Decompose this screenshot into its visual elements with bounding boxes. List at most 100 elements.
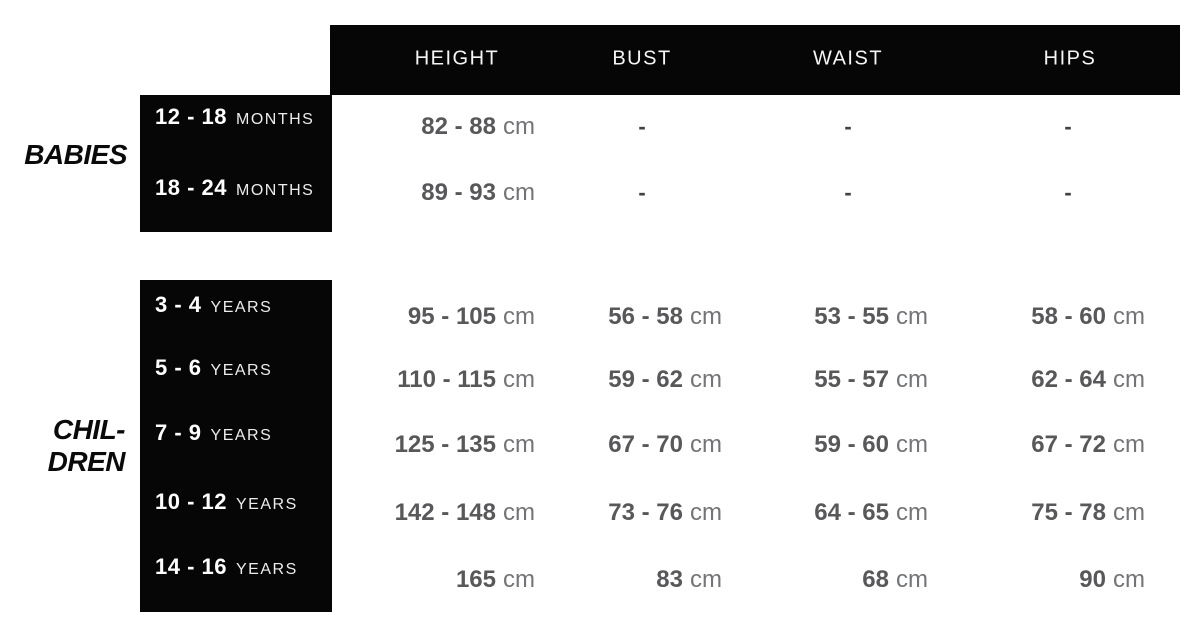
height-value: 82 - 88 cm <box>325 113 535 141</box>
value-number: 89 - 93 <box>421 179 496 206</box>
age-range: 3 - 4 <box>155 292 202 317</box>
age-range: 7 - 9 <box>155 420 202 445</box>
height-value: 95 - 105 cm <box>325 303 535 331</box>
children-section-title: CHIL- DREN <box>0 414 126 478</box>
column-header-bust: BUST <box>612 47 672 70</box>
children-age-row: 7 - 9 YEARS <box>155 420 272 446</box>
value-number: 142 - 148 <box>394 499 496 526</box>
hips-value: 58 - 60 cm <box>935 303 1145 331</box>
value-number: 90 <box>1079 566 1106 593</box>
babies-age-row: 18 - 24 MONTHS <box>155 175 314 201</box>
value-number: 58 - 60 <box>1031 303 1106 330</box>
hips-value: 90 cm <box>935 566 1145 594</box>
age-unit-label: YEARS <box>210 362 273 379</box>
age-unit-label: YEARS <box>236 496 298 513</box>
value-number: 68 <box>862 566 889 593</box>
height-value: 165 cm <box>325 566 535 594</box>
value-unit: cm <box>896 366 928 393</box>
children-age-row: 3 - 4 YEARS <box>155 292 272 318</box>
value-unit: cm <box>690 566 722 593</box>
age-range: 12 - 18 <box>155 104 227 129</box>
column-header-waist: WAIST <box>812 47 884 70</box>
hips-value: 62 - 64 cm <box>935 366 1145 394</box>
waist-value: 53 - 55 cm <box>718 303 928 331</box>
children-age-row: 14 - 16 YEARS <box>155 554 298 580</box>
children-title-line-2: DREN <box>47 446 126 477</box>
height-value: 110 - 115 cm <box>325 366 535 394</box>
value-unit: cm <box>503 431 535 458</box>
value-unit: cm <box>503 499 535 526</box>
value-number: 53 - 55 <box>814 303 889 330</box>
age-unit-label: YEARS <box>210 427 273 444</box>
age-unit-label: YEARS <box>236 561 298 578</box>
age-unit-label: MONTHS <box>236 182 315 199</box>
value-number: 95 - 105 <box>407 303 496 330</box>
value-unit: cm <box>1113 566 1145 593</box>
value-unit: cm <box>1113 431 1145 458</box>
bust-value: 83 cm <box>512 566 722 594</box>
hips-value: 67 - 72 cm <box>935 431 1145 459</box>
value-number: 82 - 88 <box>421 113 496 140</box>
value-unit: cm <box>690 303 722 330</box>
value-unit: cm <box>896 303 928 330</box>
value-unit: cm <box>690 499 722 526</box>
value-number: 83 <box>656 566 683 593</box>
age-unit-label: YEARS <box>210 299 273 316</box>
value-number: 165 <box>455 566 496 593</box>
waist-value: 55 - 57 cm <box>718 366 928 394</box>
height-value: 142 - 148 cm <box>325 499 535 527</box>
value-unit: cm <box>503 366 535 393</box>
bust-dash: - <box>638 114 646 139</box>
age-range: 10 - 12 <box>155 489 227 514</box>
babies-age-row: 12 - 18 MONTHS <box>155 104 314 130</box>
value-number: 55 - 57 <box>814 366 889 393</box>
value-unit: cm <box>896 499 928 526</box>
age-range: 18 - 24 <box>155 175 227 200</box>
bust-value: 59 - 62 cm <box>512 366 722 394</box>
value-unit: cm <box>690 431 722 458</box>
bust-value: 73 - 76 cm <box>512 499 722 527</box>
age-range: 14 - 16 <box>155 554 227 579</box>
value-unit: cm <box>503 113 535 140</box>
children-age-box <box>140 280 332 612</box>
column-header-hips: HIPS <box>1043 47 1097 70</box>
waist-value: 68 cm <box>718 566 928 594</box>
hips-value: 75 - 78 cm <box>935 499 1145 527</box>
waist-value: 64 - 65 cm <box>718 499 928 527</box>
height-value: 89 - 93 cm <box>325 179 535 207</box>
value-unit: cm <box>690 366 722 393</box>
bust-value: 67 - 70 cm <box>512 431 722 459</box>
babies-section-title: BABIES <box>24 139 127 170</box>
value-number: 62 - 64 <box>1031 366 1106 393</box>
value-unit: cm <box>1113 366 1145 393</box>
value-unit: cm <box>503 566 535 593</box>
bust-value: 56 - 58 cm <box>512 303 722 331</box>
value-number: 67 - 70 <box>608 431 683 458</box>
waist-value: 59 - 60 cm <box>718 431 928 459</box>
value-unit: cm <box>896 431 928 458</box>
waist-dash: - <box>844 114 852 139</box>
age-unit-label: MONTHS <box>236 111 315 128</box>
value-unit: cm <box>1113 499 1145 526</box>
children-age-row: 5 - 6 YEARS <box>155 355 272 381</box>
value-number: 59 - 60 <box>814 431 889 458</box>
bust-dash: - <box>638 180 646 205</box>
babies-age-box <box>140 95 332 232</box>
value-number: 67 - 72 <box>1031 431 1106 458</box>
table-header-bar <box>330 25 1180 95</box>
value-number: 75 - 78 <box>1031 499 1106 526</box>
value-number: 110 - 115 <box>397 366 496 393</box>
waist-dash: - <box>844 180 852 205</box>
hips-dash: - <box>1064 114 1072 139</box>
value-unit: cm <box>503 179 535 206</box>
age-range: 5 - 6 <box>155 355 202 380</box>
hips-dash: - <box>1064 180 1072 205</box>
height-value: 125 - 135 cm <box>325 431 535 459</box>
value-number: 59 - 62 <box>608 366 683 393</box>
value-unit: cm <box>503 303 535 330</box>
column-header-height: HEIGHT <box>414 47 500 70</box>
children-title-line-1: CHIL- <box>52 414 126 445</box>
children-age-row: 10 - 12 YEARS <box>155 489 298 515</box>
value-number: 125 - 135 <box>394 431 496 458</box>
